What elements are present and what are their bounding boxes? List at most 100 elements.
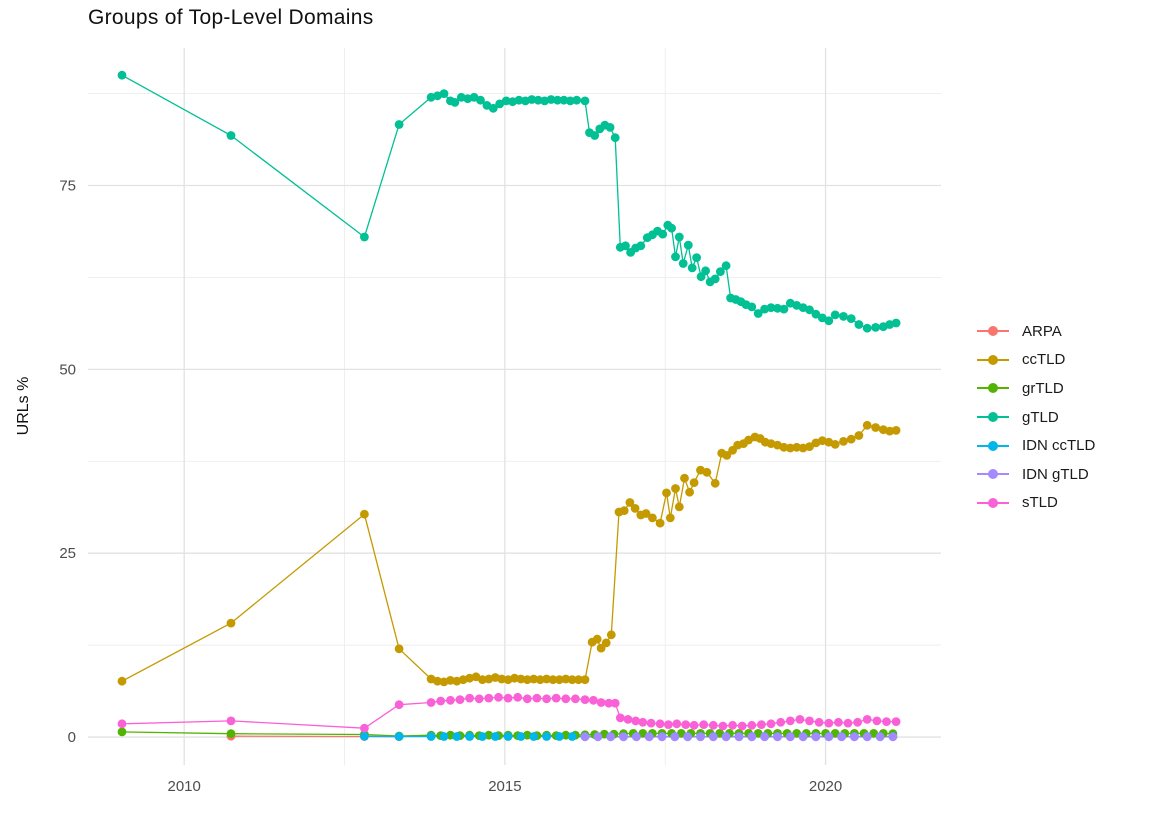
series-point-sTLD <box>465 693 474 703</box>
series-point-ccTLD <box>619 506 629 515</box>
series-point-IDN-ccTLD <box>567 732 577 741</box>
series-point-IDN-ccTLD <box>516 732 526 741</box>
series-point-gTLD <box>674 232 684 242</box>
series-point-gTLD <box>683 240 693 250</box>
series-point-sTLD <box>226 716 236 726</box>
legend-label: gTLD <box>1022 408 1059 426</box>
legend-key-icon <box>977 326 1009 337</box>
series-point-gTLD <box>514 95 524 105</box>
series-point-ccTLD <box>394 644 404 654</box>
series-point-gTLD <box>710 274 720 284</box>
series-point-ccTLD <box>871 423 880 432</box>
series-point-gTLD <box>488 103 498 113</box>
series-point-gTLD <box>439 89 449 98</box>
series-point-ccTLD <box>117 676 127 686</box>
series-point-sTLD <box>814 717 824 727</box>
series-point-gTLD <box>839 312 848 321</box>
series-point-ccTLD <box>685 487 694 497</box>
series-point-ccTLD <box>226 618 236 628</box>
series-point-IDN-ccTLD <box>439 732 449 741</box>
series-point-sTLD <box>872 716 882 726</box>
series-point-IDN-gTLD <box>875 732 885 742</box>
series-point-IDN-ccTLD <box>452 732 462 741</box>
series-point-ccTLD <box>535 675 545 685</box>
series-point-sTLD <box>580 695 590 704</box>
legend-item-idn-cctld: IDN ccTLD <box>977 431 1095 460</box>
series-point-ccTLD <box>548 675 558 685</box>
series-point-ccTLD <box>567 675 577 685</box>
series-point-ccTLD <box>555 675 564 685</box>
chart-title: Groups of Top-Level Domains <box>88 6 374 29</box>
series-point-gTLD <box>692 253 701 262</box>
series-point-sTLD <box>474 694 484 704</box>
series-point-IDN-gTLD <box>644 732 654 742</box>
series-point-gTLD <box>610 133 620 143</box>
series-point-ccTLD <box>689 478 699 487</box>
series-point-ccTLD <box>522 675 532 685</box>
series-point-sTLD <box>664 720 673 729</box>
series-point-sTLD <box>551 693 561 703</box>
series-point-sTLD <box>824 718 834 728</box>
series-point-sTLD <box>689 720 699 730</box>
legend-key-icon <box>977 469 1009 480</box>
legend-key-icon <box>977 412 1009 423</box>
series-point-sTLD <box>843 718 853 728</box>
series-point-gTLD <box>360 232 369 242</box>
series-point-sTLD <box>532 693 542 703</box>
series-point-IDN-gTLD <box>837 732 846 742</box>
series-point-ccTLD <box>680 473 689 483</box>
series-point-sTLD <box>655 719 665 729</box>
series-point-IDN-gTLD <box>798 732 808 742</box>
legend-item-gtld: gTLD <box>977 403 1095 432</box>
x-tick-label: 2015 <box>488 778 521 795</box>
series-point-gTLD <box>846 314 856 323</box>
series-point-ccTLD <box>779 442 789 452</box>
legend-label: IDN ccTLD <box>1022 437 1096 455</box>
y-tick-label: 25 <box>59 545 76 562</box>
series-point-ccTLD <box>702 467 712 477</box>
legend-key-icon <box>977 354 1009 365</box>
series-point-sTLD <box>615 713 625 723</box>
series-point-sTLD <box>571 694 580 704</box>
series-point-sTLD <box>426 698 436 707</box>
series-point-ccTLD <box>360 509 369 519</box>
series-point-gTLD <box>636 241 646 251</box>
series-point-sTLD <box>446 695 455 705</box>
y-tick-label: 75 <box>59 178 76 195</box>
series-point-gTLD <box>862 323 872 333</box>
series-point-sTLD <box>882 717 891 726</box>
series-point-sTLD <box>589 695 598 705</box>
series-point-IDN-ccTLD <box>465 732 474 741</box>
series-point-IDN-gTLD <box>580 732 590 742</box>
series-point-grTLD <box>226 729 236 739</box>
series-point-gTLD <box>671 252 680 262</box>
series-point-ccTLD <box>433 676 442 686</box>
series-point-sTLD <box>757 720 766 729</box>
series-point-gTLD <box>476 95 485 105</box>
series-point-IDN-gTLD <box>696 732 705 742</box>
series-point-IDN-gTLD <box>708 732 718 742</box>
series-point-gTLD <box>779 304 789 314</box>
series-point-sTLD <box>360 723 369 733</box>
series-point-gTLD <box>830 310 840 320</box>
series-point-sTLD <box>394 700 404 710</box>
legend-label: ARPA <box>1022 322 1062 340</box>
series-point-IDN-ccTLD <box>360 731 369 741</box>
series-point-IDN-gTLD <box>721 732 731 742</box>
series-point-gTLD <box>747 302 757 312</box>
series-point-ccTLD <box>805 442 814 451</box>
legend-label: sTLD <box>1022 494 1058 512</box>
series-point-gTLD <box>546 95 556 104</box>
series-point-IDN-ccTLD <box>490 732 500 741</box>
series-point-ccTLD <box>497 674 507 684</box>
legend-item-idn-gtld: IDN gTLD <box>977 460 1095 489</box>
legend-item-cctld: ccTLD <box>977 346 1095 375</box>
series-point-IDN-gTLD <box>670 732 680 742</box>
series-point-gTLD <box>766 303 776 312</box>
series-point-IDN-gTLD <box>824 732 834 742</box>
series-point-sTLD <box>494 692 503 702</box>
series-point-IDN-ccTLD <box>478 732 487 741</box>
series-point-ccTLD <box>478 675 487 685</box>
series-point-ccTLD <box>592 634 602 644</box>
y-tick-label: 50 <box>59 361 76 378</box>
